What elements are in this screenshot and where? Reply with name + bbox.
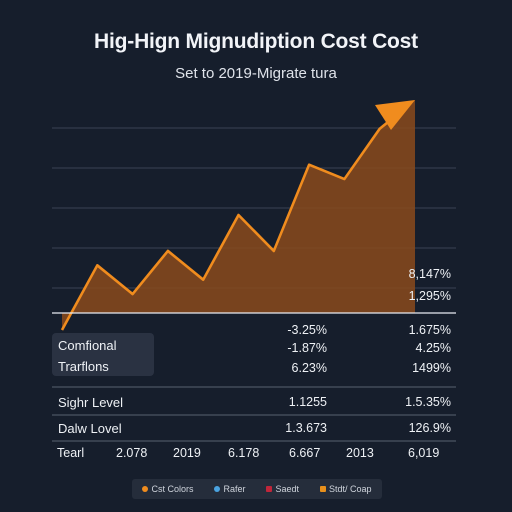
series-line [60, 108, 404, 331]
legend-item: Saedt [266, 484, 299, 494]
x-tick-1: 2019 [173, 446, 201, 460]
legend-item: Stdt/ Coap [319, 484, 372, 494]
legend-label-1: Rafer [223, 484, 246, 494]
table-row-3-label: Sighr Level [58, 395, 124, 410]
chart-subtitle: Set to 2019-Migrate tura [175, 65, 337, 82]
legend-label-3: Stdt/ Coap [328, 484, 372, 494]
table-row-4-label: Dalw Lovel [58, 421, 122, 436]
table-row-0-col1: -3.25% [287, 323, 327, 337]
x-tick-2: 6.178 [228, 446, 260, 460]
x-tick-4: 2013 [346, 446, 374, 460]
table-separators [52, 386, 456, 442]
annotation-right-2: 1,295% [408, 289, 451, 303]
legend-item: Rafer [214, 484, 245, 494]
table-row-2-col2: 1499% [412, 361, 451, 375]
legend-label-2: Saedt [275, 484, 299, 494]
legend-item: Cst Colors [142, 484, 194, 494]
table-row-4-col1: 1.3.673 [285, 421, 327, 435]
table-row-2-label: Trarflons [58, 359, 109, 374]
legend: Cst Colors Rafer Saedt Stdt/ Coap [132, 479, 382, 499]
legend-swatch-1 [214, 486, 221, 492]
table-row-1-label: Comfional [58, 338, 117, 353]
table-row-3-col1: 1.1255 [288, 395, 327, 409]
arrowhead-icon [375, 100, 415, 130]
x-axis-label: Tearl [57, 446, 85, 460]
legend-swatch-0 [142, 486, 149, 492]
legend-swatch-3 [319, 486, 326, 492]
chart-title: Hig-Hign Mignudiption Cost Cost [94, 30, 418, 53]
table-row-4-col2: 126.9% [408, 421, 451, 435]
table-row-0-col2: 1.675% [408, 323, 451, 337]
table-row-2-col1: 6.23% [291, 361, 327, 375]
table-row-1-col1: -1.87% [287, 341, 327, 355]
x-tick-0: 2.078 [116, 446, 148, 460]
table-row-3-col2: 1.5.35% [405, 395, 451, 409]
x-tick-5: 6,019 [408, 446, 440, 460]
legend-swatch-2 [266, 486, 273, 492]
legend-label-0: Cst Colors [151, 484, 194, 494]
x-tick-3: 6.667 [289, 446, 321, 460]
annotation-right-1: 8,147% [408, 267, 451, 281]
row-label-box [52, 333, 154, 376]
table-row-1-col2: 4.25% [415, 341, 451, 355]
